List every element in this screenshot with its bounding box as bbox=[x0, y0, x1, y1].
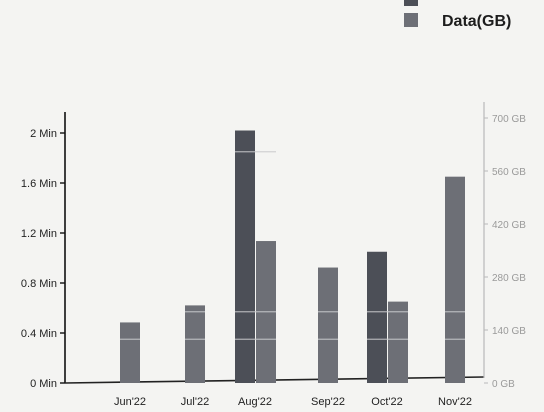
x-tick-label: Oct'22 bbox=[371, 396, 402, 408]
x-tick-label: Jun'22 bbox=[114, 396, 146, 408]
right-tick-label: 420 GB bbox=[492, 220, 526, 231]
bars bbox=[120, 130, 465, 383]
bar-data-Jun22 bbox=[120, 322, 140, 383]
left-tick-label: 0.4 Min bbox=[21, 328, 57, 340]
left-tick-label: 0 Min bbox=[30, 378, 57, 390]
left-tick-label: 1.2 Min bbox=[21, 228, 57, 240]
right-tick-label: 560 GB bbox=[492, 167, 526, 178]
bar-data-Oct22 bbox=[388, 301, 408, 383]
bar-min-Oct22 bbox=[367, 251, 387, 383]
bar-min-Aug22 bbox=[235, 130, 255, 383]
x-tick-label: Aug'22 bbox=[238, 396, 272, 408]
legend-swatch bbox=[404, 13, 418, 27]
bar-data-Sep22 bbox=[318, 267, 338, 383]
bar-data-Jul22 bbox=[185, 305, 205, 383]
x-tick-label: Nov'22 bbox=[438, 396, 472, 408]
x-tick-label: Jul'22 bbox=[181, 396, 209, 408]
x-tick-label: Sep'22 bbox=[311, 396, 345, 408]
legend-swatch bbox=[404, 0, 418, 6]
ticks: 0 Min 0.4 Min 0.8 Min 1.2 Min 1.6 Min 2 Min 0 … bbox=[21, 114, 526, 408]
bar-data-Nov22 bbox=[445, 176, 465, 383]
left-tick-label: 2 Min bbox=[30, 128, 57, 140]
right-tick-label: 0 GB bbox=[492, 379, 515, 390]
legend-label: Data(GB) bbox=[442, 13, 511, 30]
legend: Data(GB) bbox=[404, 0, 511, 30]
right-tick-label: 140 GB bbox=[492, 326, 526, 337]
left-tick-label: 1.6 Min bbox=[21, 178, 57, 190]
right-tick-label: 280 GB bbox=[492, 273, 526, 284]
left-tick-label: 0.8 Min bbox=[21, 278, 57, 290]
right-tick-label: 700 GB bbox=[492, 114, 526, 125]
